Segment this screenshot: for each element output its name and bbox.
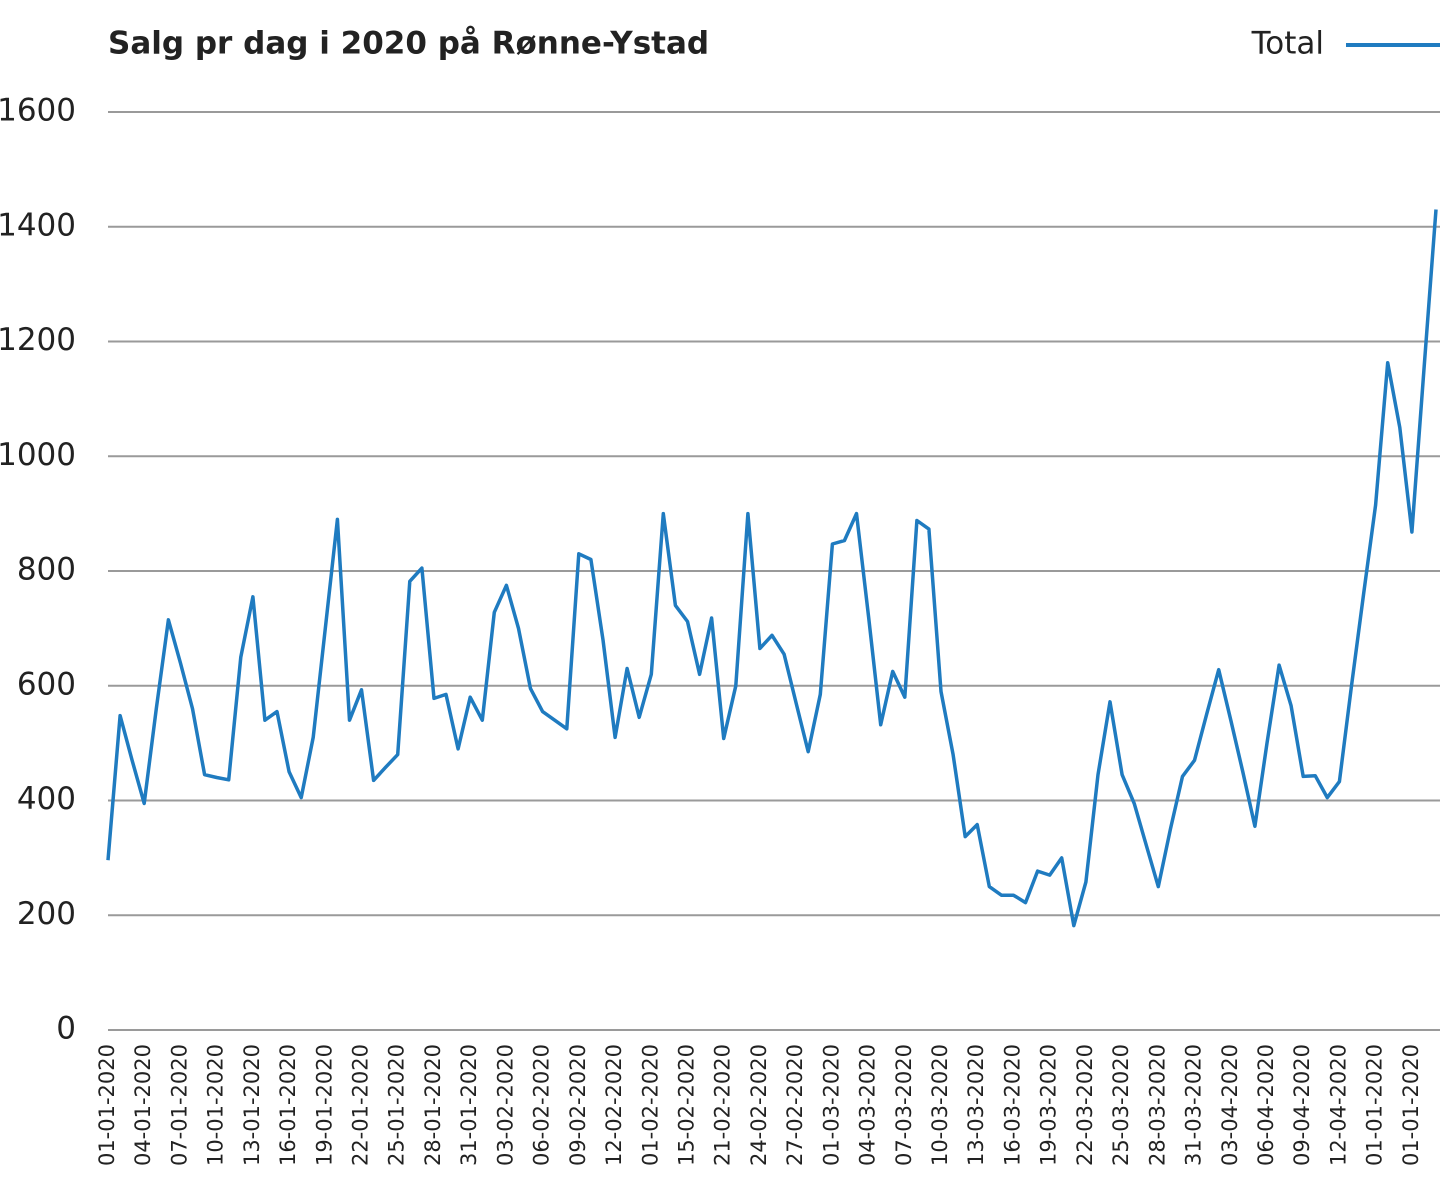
- x-tick-label: 10-01-2020: [204, 1044, 228, 1166]
- legend-label: Total: [1251, 26, 1324, 62]
- y-tick-label: 200: [17, 896, 76, 932]
- x-tick-label: 09-02-2020: [566, 1044, 590, 1166]
- x-tick-label: 21-02-2020: [711, 1044, 735, 1166]
- x-tick-label: 06-02-2020: [530, 1044, 554, 1166]
- x-tick-label: 12-02-2020: [602, 1044, 626, 1166]
- x-tick-label: 16-03-2020: [1000, 1044, 1024, 1166]
- x-tick-label: 13-03-2020: [964, 1044, 988, 1166]
- y-tick-label: 1400: [0, 207, 76, 243]
- x-tick-label: 19-03-2020: [1037, 1044, 1061, 1166]
- x-tick-label: 25-03-2020: [1109, 1044, 1133, 1166]
- x-tick-label: 03-04-2020: [1218, 1044, 1242, 1166]
- y-tick-label: 600: [17, 666, 76, 702]
- data-line: [106, 209, 1438, 928]
- x-tick-label: 31-01-2020: [457, 1044, 481, 1166]
- x-tick-label: 12-04-2020: [1326, 1044, 1350, 1166]
- x-tick-label: 16-01-2020: [276, 1044, 300, 1166]
- x-tick-label: 27-02-2020: [783, 1044, 807, 1166]
- y-tick-label: 400: [17, 781, 76, 817]
- y-tick-label: 0: [56, 1011, 76, 1047]
- y-tick-label: 800: [17, 552, 76, 588]
- chart-title: Salg pr dag i 2020 på Rønne-Ystad: [108, 26, 709, 62]
- x-tick-label: 01-01-2020: [1363, 1044, 1387, 1166]
- x-tick-label: 04-01-2020: [131, 1044, 155, 1166]
- x-tick-label: 13-01-2020: [240, 1044, 264, 1166]
- x-tick-label: 01-01-2020: [1399, 1044, 1423, 1166]
- x-tick-label: 22-01-2020: [349, 1044, 373, 1166]
- x-tick-label: 06-04-2020: [1254, 1044, 1278, 1166]
- x-tick-label: 25-01-2020: [385, 1044, 409, 1166]
- x-tick-label: 19-01-2020: [312, 1044, 336, 1166]
- x-tick-label: 01-01-2020: [95, 1044, 119, 1166]
- y-tick-label: 1600: [0, 93, 76, 129]
- y-tick-label: 1000: [0, 437, 76, 473]
- x-tick-label: 31-03-2020: [1182, 1044, 1206, 1166]
- x-tick-label: 22-03-2020: [1073, 1044, 1097, 1166]
- x-tick-label: 15-02-2020: [674, 1044, 698, 1166]
- x-tick-label: 04-03-2020: [856, 1044, 880, 1166]
- x-tick-label: 07-01-2020: [167, 1044, 191, 1166]
- x-tick-label: 03-02-2020: [493, 1044, 517, 1166]
- y-tick-label: 1200: [0, 322, 76, 358]
- x-tick-label: 10-03-2020: [928, 1044, 952, 1166]
- x-tick-label: 28-01-2020: [421, 1044, 445, 1166]
- x-tick-label: 01-02-2020: [638, 1044, 662, 1166]
- x-tick-label: 01-03-2020: [819, 1044, 843, 1166]
- x-tick-label: 28-03-2020: [1145, 1044, 1169, 1166]
- x-tick-label: 24-02-2020: [747, 1044, 771, 1166]
- x-tick-label: 09-04-2020: [1290, 1044, 1314, 1166]
- x-tick-label: 07-03-2020: [892, 1044, 916, 1166]
